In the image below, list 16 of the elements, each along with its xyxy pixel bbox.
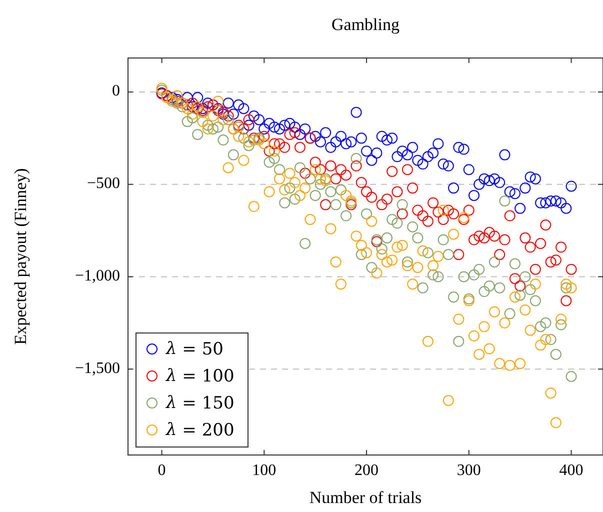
y-tick-label: 0 xyxy=(112,82,120,100)
y-tick-label: −1,000 xyxy=(74,267,120,284)
x-tick-label: 100 xyxy=(252,462,276,479)
x-tick-label: 400 xyxy=(559,462,584,479)
y-axis-title: Expected payout (Finney) xyxy=(11,168,30,345)
x-tick-label: 200 xyxy=(354,462,379,479)
chart-title: Gambling xyxy=(332,15,400,34)
x-tick-label: 0 xyxy=(158,462,166,479)
x-axis-title: Number of trials xyxy=(309,488,422,507)
y-tick-label: −1,500 xyxy=(74,360,120,377)
legend-label: λ = 200 xyxy=(165,420,234,440)
legend-label: λ = 50 xyxy=(165,339,224,360)
legend-label: λ = 150 xyxy=(165,393,234,414)
x-tick-label: 300 xyxy=(456,462,481,479)
legend-label: λ = 100 xyxy=(165,366,234,386)
y-tick-label: −500 xyxy=(86,175,120,192)
